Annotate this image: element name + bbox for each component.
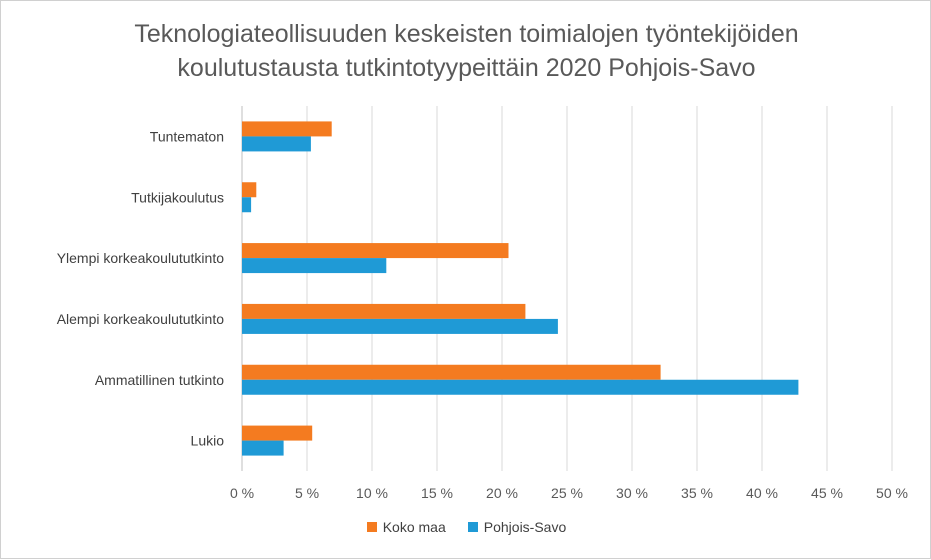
legend-label-pohjois-savo: Pohjois-Savo [483,519,567,535]
category-label-ammatillinen-tutkinto: Ammatillinen tutkinto [95,372,224,388]
category-label-lukio: Lukio [191,433,225,449]
x-tick-label: 15 % [421,485,453,501]
category-label-tutkijakoulutus: Tutkijakoulutus [131,189,224,205]
bar-koko-maa-tuntematon [242,121,332,137]
legend-swatch-koko-maa [366,522,377,532]
bar-koko-maa-ylempi-korkeakoulututkinto [242,243,509,259]
bar-pohjois-savo-ylempi-korkeakoulututkinto [242,258,387,274]
x-tick-label: 35 % [681,485,713,501]
x-tick-label: 0 % [230,485,254,501]
legend-item-koko-maa: Koko maa [366,519,446,535]
bar-koko-maa-tutkijakoulutus [242,182,257,198]
legend-item-pohjois-savo: Pohjois-Savo [467,519,567,535]
x-tick-label: 40 % [746,485,778,501]
category-label-tuntematon: Tuntematon [150,128,224,144]
bar-pohjois-savo-tutkijakoulutus [242,197,252,213]
chart-legend: Koko maa Pohjois-Savo [1,519,931,535]
x-tick-label: 30 % [616,485,648,501]
chart-title-line-2: koulutustausta tutkintotyypeittäin 2020 … [177,54,756,82]
x-tick-label: 25 % [551,485,583,501]
x-tick-label: 45 % [811,485,843,501]
category-label-alempi-korkeakoulututkinto: Alempi korkeakoulututkinto [57,311,225,327]
chart-title: Teknologiateollisuuden keskeisten toimia… [1,17,931,85]
chart-title-line-1: Teknologiateollisuuden keskeisten toimia… [134,20,799,48]
x-tick-label: 10 % [356,485,388,501]
bar-pohjois-savo-lukio [242,440,284,456]
category-label-ylempi-korkeakoulututkinto: Ylempi korkeakoulututkinto [57,250,225,266]
bar-pohjois-savo-alempi-korkeakoulututkinto [242,318,558,334]
x-tick-label: 5 % [295,485,319,501]
bar-koko-maa-ammatillinen-tutkinto [242,364,661,380]
x-tick-label: 20 % [486,485,518,501]
bar-pohjois-savo-tuntematon [242,136,311,152]
x-tick-label: 50 % [876,485,908,501]
bar-koko-maa-alempi-korkeakoulututkinto [242,303,526,319]
legend-label-koko-maa: Koko maa [382,519,446,535]
legend-swatch-pohjois-savo [467,522,478,532]
bar-koko-maa-lukio [242,425,313,441]
bar-pohjois-savo-ammatillinen-tutkinto [242,379,799,395]
